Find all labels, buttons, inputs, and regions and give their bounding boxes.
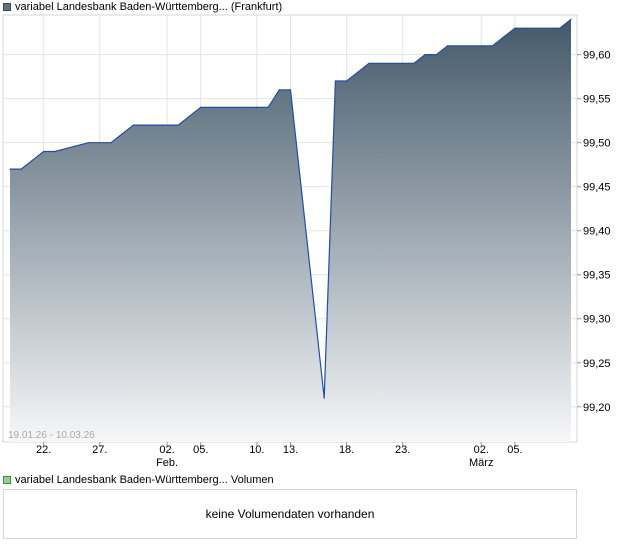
x-tick-sublabel: Feb. [156,457,178,469]
price-point [424,54,426,56]
price-point [289,89,292,91]
y-tick-label: 99,30 [583,314,611,326]
price-point [514,27,516,29]
x-tick-label: 13. [283,444,298,456]
price-point [99,142,101,144]
price-legend-label: variabel Landesbank Baden-Württemberg...… [15,1,283,13]
price-point [188,115,191,117]
price-point [368,62,370,64]
price-point [43,150,45,153]
price-point [267,106,269,108]
x-tick-label: 18. [339,444,354,456]
price-point [110,142,112,144]
price-point [87,142,90,144]
price-point [166,124,168,126]
price-area-fill [10,19,571,443]
y-tick-label: 99,60 [583,50,611,62]
y-tick-label: 99,35 [583,270,611,282]
x-tick-label: 27. [92,444,107,456]
y-tick-label: 99,25 [583,358,611,370]
price-area [9,18,572,443]
price-point [447,45,449,47]
price-point [525,27,527,29]
x-tick-label: 02. [159,444,174,456]
price-point [121,133,123,135]
x-tick-label: 10. [249,444,264,456]
price-point [559,27,561,29]
price-point [334,80,336,82]
price-point [435,54,437,56]
x-tick-label: 02. [474,444,489,456]
date-range-label: 19.01.26 - 10.03.26 [8,430,95,441]
price-point [357,71,359,73]
y-tick-labels: 99,20 99,25 99,30 99,35 99,40 99,45 99,50 99,55… [577,50,611,414]
price-point [346,80,348,82]
volume-panel: keine Volumendaten vorhanden [3,489,577,539]
x-tick-label: 05. [193,444,208,456]
price-legend-swatch [3,3,11,11]
price-point [177,124,179,126]
x-tick-label: 23. [395,444,410,456]
price-point [402,62,404,64]
y-tick-label: 99,50 [583,138,611,150]
y-tick-label: 99,40 [583,226,611,238]
price-legend: variabel Landesbank Baden-Württemberg...… [3,0,282,14]
price-point [31,159,33,161]
volume-legend-label: variabel Landesbank Baden-Württemberg...… [15,474,274,486]
price-point [480,45,482,47]
price-point [278,89,280,91]
y-tick-label: 99,45 [583,182,611,194]
price-point [9,168,11,170]
volume-legend: variabel Landesbank Baden-Württemberg...… [3,473,274,487]
price-chart: 99,20 99,25 99,30 99,35 99,40 99,45 99,50 99,55… [2,14,611,469]
x-tick-label: 22. [36,444,51,456]
price-point [54,150,56,153]
x-tick-label: 05. [507,444,522,456]
y-tick-label: 99,55 [583,94,611,106]
volume-legend-swatch [3,476,11,484]
price-point [570,18,572,20]
y-tick-label: 99,20 [583,402,611,414]
volume-message: keine Volumendaten vorhanden [205,507,375,521]
price-point [245,106,247,108]
x-tick-sublabel: März [469,457,493,469]
price-point [256,106,258,108]
price-point [323,397,325,399]
price-point [200,106,202,108]
price-point [211,106,213,108]
price-point [413,62,415,64]
price-point [503,36,505,38]
price-point [491,45,494,47]
price-point [132,124,134,126]
price-point [20,168,22,170]
